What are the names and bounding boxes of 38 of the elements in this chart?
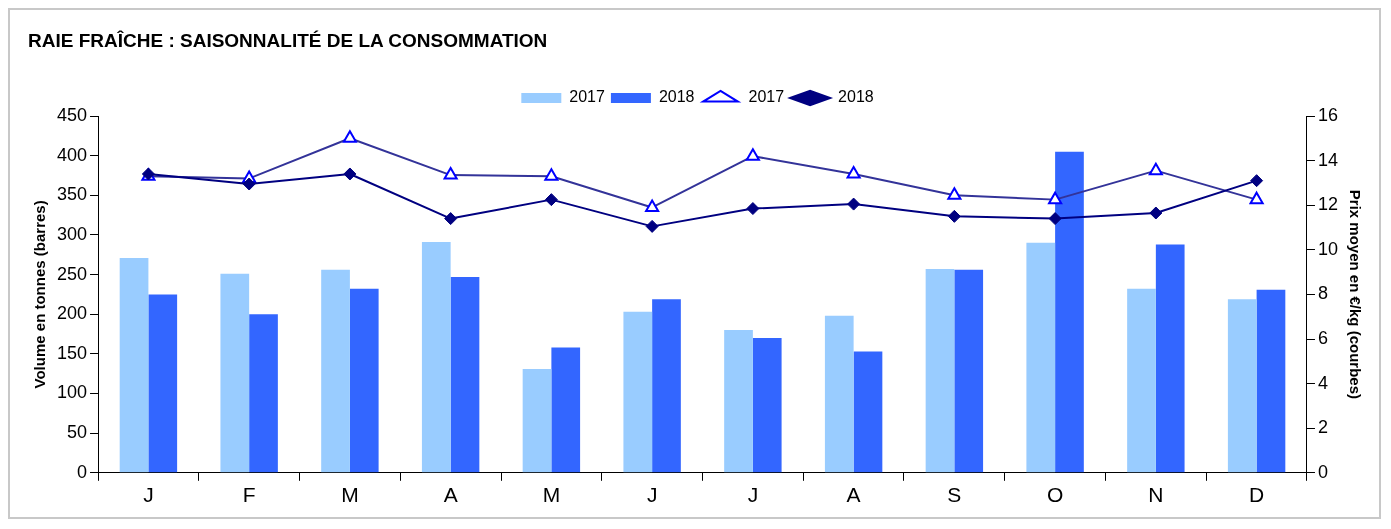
y2-tick-label: 14 (1317, 149, 1339, 170)
x-tick-label: N (1148, 483, 1164, 507)
y-tick-label: 400 (56, 144, 88, 165)
y-tick-label: 350 (56, 184, 88, 205)
y2-tick-label: 8 (1317, 283, 1328, 304)
y2-tick-label: 10 (1317, 238, 1339, 259)
x-tick-label: A (846, 483, 861, 507)
x-tick-label: J (646, 483, 658, 507)
y-tick-label: 300 (56, 223, 88, 244)
x-tick-label: M (542, 483, 561, 507)
x-tick-label: D (1249, 483, 1265, 507)
y-tick-label: 50 (67, 422, 88, 443)
y-tick-label: 0 (77, 461, 88, 482)
y-axis-title: Volume en tonnes (barres) (31, 200, 49, 389)
x-tick-label: F (242, 483, 256, 507)
y2-tick-label: 4 (1317, 372, 1328, 393)
y2-tick-label: 6 (1317, 327, 1328, 348)
y2-tick-label: 2 (1317, 417, 1328, 438)
x-tick-label: S (947, 483, 962, 507)
legend-label: 2017 (569, 88, 606, 106)
y-tick-label: 100 (56, 382, 88, 403)
legend-label: 2018 (838, 88, 874, 106)
x-tick-label: A (443, 483, 458, 507)
legend-label: 2017 (748, 88, 785, 106)
legend-label: 2018 (658, 88, 695, 106)
chart-title: RAIE FRAÎCHE : SAISONNALITÉ DE LA CONSOMMATION (28, 30, 548, 52)
x-tick-label: O (1046, 483, 1064, 507)
y-tick-label: 200 (56, 303, 88, 324)
y2-axis-title: Prix moyen en €/kg (courbes) (1346, 189, 1364, 400)
y-tick-label: 250 (56, 263, 88, 284)
x-tick-label: M (341, 483, 359, 507)
y2-tick-label: 16 (1317, 104, 1339, 125)
x-tick-label: J (747, 483, 759, 507)
x-tick-label: J (143, 483, 154, 507)
y-tick-label: 150 (56, 342, 88, 363)
y2-tick-label: 12 (1317, 194, 1339, 215)
y-tick-label: 450 (56, 104, 88, 125)
y2-tick-label: 0 (1317, 461, 1328, 482)
